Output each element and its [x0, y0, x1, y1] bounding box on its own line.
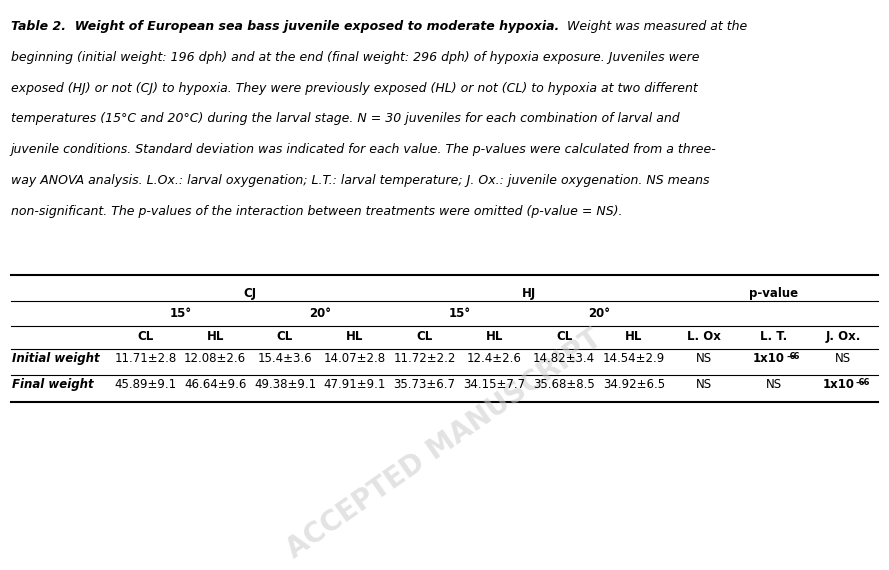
Text: NS: NS [696, 378, 712, 391]
Text: HL: HL [625, 330, 643, 343]
Text: L. T.: L. T. [760, 330, 788, 343]
Text: HL: HL [346, 330, 364, 343]
Text: exposed (HJ) or not (CJ) to hypoxia. They were previously exposed (HL) or not (C: exposed (HJ) or not (CJ) to hypoxia. The… [11, 82, 697, 95]
Text: juvenile conditions. Standard deviation was indicated for each value. The p-valu: juvenile conditions. Standard deviation … [11, 143, 717, 156]
Text: -6: -6 [786, 352, 796, 361]
Text: 46.64±9.6: 46.64±9.6 [184, 378, 246, 391]
Text: 49.38±9.1: 49.38±9.1 [254, 378, 316, 391]
Text: 20°: 20° [589, 307, 610, 320]
Text: HL: HL [206, 330, 224, 343]
Text: 12.08±2.6: 12.08±2.6 [184, 352, 246, 365]
Text: Weight was measured at the: Weight was measured at the [559, 20, 747, 33]
Text: 45.89±9.1: 45.89±9.1 [115, 378, 176, 391]
Text: beginning (initial weight: 196 dph) and at the end (final weight: 296 dph) of hy: beginning (initial weight: 196 dph) and … [11, 51, 699, 64]
Text: NS: NS [696, 352, 712, 365]
Text: 14.07±2.8: 14.07±2.8 [324, 352, 386, 365]
Text: ACCEPTED MANUSCRIPT: ACCEPTED MANUSCRIPT [282, 325, 607, 564]
Text: CL: CL [137, 330, 154, 343]
Text: 12.4±2.6: 12.4±2.6 [467, 352, 522, 365]
Text: 14.54±2.9: 14.54±2.9 [603, 352, 665, 365]
Text: p-value: p-value [749, 287, 798, 300]
Text: J. Ox.: J. Ox. [826, 330, 861, 343]
Text: way ANOVA analysis. L.Ox.: larval oxygenation; L.T.: larval temperature; J. Ox.:: way ANOVA analysis. L.Ox.: larval oxygen… [11, 174, 709, 187]
Text: -6: -6 [856, 378, 865, 387]
Text: non-significant. The p-values of the interaction between treatments were omitted: non-significant. The p-values of the int… [11, 205, 622, 218]
Text: NS: NS [765, 378, 781, 391]
Text: HJ: HJ [522, 287, 536, 300]
Text: HL: HL [485, 330, 503, 343]
Text: -6: -6 [861, 378, 869, 387]
Text: temperatures (15°C and 20°C) during the larval stage. N = 30 juveniles for each : temperatures (15°C and 20°C) during the … [11, 112, 679, 125]
Text: 20°: 20° [308, 307, 331, 320]
Text: 34.92±6.5: 34.92±6.5 [603, 378, 665, 391]
Text: 1x10: 1x10 [753, 352, 785, 365]
Text: L. Ox: L. Ox [687, 330, 721, 343]
Text: 35.68±8.5: 35.68±8.5 [533, 378, 595, 391]
Text: 11.72±2.2: 11.72±2.2 [394, 352, 456, 365]
Text: CL: CL [276, 330, 293, 343]
Text: -6: -6 [790, 352, 800, 361]
Text: Final weight: Final weight [12, 378, 94, 391]
Text: CL: CL [416, 330, 433, 343]
Text: 11.71±2.8: 11.71±2.8 [114, 352, 177, 365]
Text: 15.4±3.6: 15.4±3.6 [258, 352, 312, 365]
Text: Initial weight: Initial weight [12, 352, 100, 365]
Text: 15°: 15° [448, 307, 470, 320]
Text: 14.82±3.4: 14.82±3.4 [533, 352, 596, 365]
Text: NS: NS [836, 352, 852, 365]
Text: 1x10: 1x10 [823, 378, 855, 391]
Text: CJ: CJ [244, 287, 257, 300]
Text: 35.73±6.7: 35.73±6.7 [394, 378, 455, 391]
Text: CL: CL [557, 330, 573, 343]
Text: 47.91±9.1: 47.91±9.1 [324, 378, 386, 391]
Text: 15°: 15° [169, 307, 191, 320]
Text: 34.15±7.7: 34.15±7.7 [463, 378, 525, 391]
Text: Table 2.  Weight of European sea bass juvenile exposed to moderate hypoxia.: Table 2. Weight of European sea bass juv… [11, 20, 559, 33]
